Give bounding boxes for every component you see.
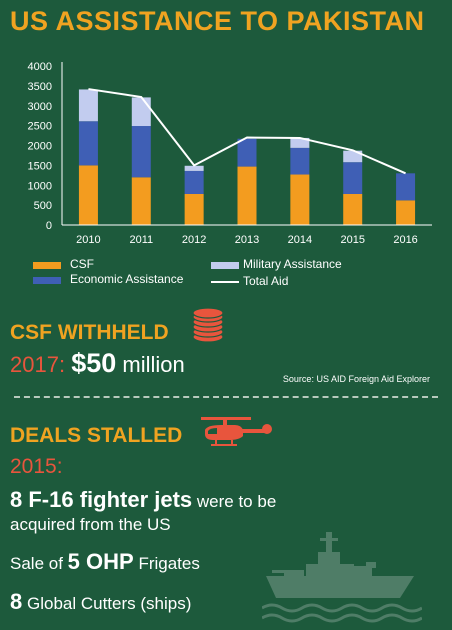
deal-f16-highlight: 8 F-16 fighter jets (10, 487, 193, 512)
deal-f16-line2: acquired from the US (10, 515, 171, 534)
legend-swatch-total (211, 281, 239, 283)
bar-csf-2012 (184, 193, 204, 225)
source-note: Source: US AID Foreign Aid Explorer (282, 374, 430, 384)
bar-economic-2015 (343, 162, 363, 194)
csf-withheld-year: 2017: (10, 352, 66, 377)
bar-csf-2015 (343, 193, 363, 225)
x-tick-label: 2015 (340, 234, 364, 246)
section-divider (14, 396, 438, 398)
y-tick-label: 4000 (28, 61, 52, 73)
deal-f16-line1: 8 F-16 fighter jets were to be (10, 487, 276, 513)
y-tick-label: 3500 (28, 81, 52, 93)
deal-frigates: Sale of 5 OHP Frigates (10, 549, 200, 575)
deals-stalled-heading: DEALS STALLED (10, 424, 183, 447)
bar-economic-2016 (396, 173, 416, 201)
bar-military-2014 (290, 137, 310, 148)
y-tick-label: 1500 (28, 160, 52, 172)
legend-swatch-economic (33, 277, 61, 284)
legend-swatch-military (211, 262, 239, 269)
bar-csf-2013 (237, 166, 257, 225)
deal-frigates-prefix: Sale of (10, 554, 63, 573)
legend-label-economic: Economic Assistance (70, 272, 184, 286)
bar-economic-2013 (237, 138, 257, 167)
deal-frigates-text: Frigates (138, 554, 200, 573)
deals-stalled-year: 2015: (10, 455, 63, 478)
helicopter-icon (201, 417, 272, 446)
legend-label-military: Military Assistance (243, 257, 342, 271)
coin-stack-icon (192, 307, 224, 343)
bar-economic-2011 (131, 126, 151, 178)
bar-military-2011 (131, 97, 151, 127)
x-tick-label: 2014 (288, 234, 312, 246)
bar-csf-2011 (131, 177, 151, 225)
bar-economic-2012 (184, 170, 204, 194)
x-tick-label: 2012 (182, 234, 206, 246)
legend-label-csf: CSF (70, 257, 94, 271)
deal-f16-text: were to be (196, 492, 277, 511)
bar-economic-2014 (290, 147, 310, 175)
warship-icon (262, 532, 422, 623)
x-tick-label: 2011 (129, 234, 153, 246)
deal-frigates-highlight: 5 OHP (67, 549, 134, 574)
bar-csf-2016 (396, 200, 416, 225)
bar-military-2010 (78, 89, 98, 122)
deal-cutters-highlight: 8 (10, 589, 23, 614)
deal-cutters: 8 Global Cutters (ships) (10, 589, 191, 615)
bar-csf-2014 (290, 174, 310, 225)
y-tick-label: 2000 (28, 141, 52, 153)
csf-withheld-heading: CSF WITHHELD (10, 321, 169, 344)
y-tick-label: 500 (34, 200, 52, 212)
deal-cutters-text: Global Cutters (ships) (26, 594, 192, 613)
y-tick-label: 3000 (28, 101, 52, 113)
csf-withheld-amount: $50 (71, 348, 117, 378)
bar-economic-2010 (78, 121, 98, 166)
total-aid-line (88, 88, 406, 175)
x-tick-label: 2013 (235, 234, 259, 246)
bar-military-2015 (343, 150, 363, 163)
stacked-bar-chart: 0 500 1000 1500 2000 2500 3000 3500 4000 2010 201… (28, 61, 432, 246)
y-tick-label: 2500 (28, 121, 52, 133)
bar-csf-2010 (78, 165, 98, 225)
y-tick-label: 0 (46, 220, 52, 232)
x-tick-label: 2016 (393, 234, 417, 246)
csf-withheld-unit: million (122, 352, 185, 377)
y-tick-label: 1000 (28, 180, 52, 192)
x-tick-label: 2010 (76, 234, 100, 246)
bar-military-2012 (184, 165, 204, 171)
csf-withheld-line: 2017: $50 million (10, 348, 185, 379)
page-title: US ASSISTANCE TO PAKISTAN (10, 6, 425, 36)
legend-swatch-csf (33, 262, 61, 269)
legend-label-total: Total Aid (243, 274, 289, 288)
